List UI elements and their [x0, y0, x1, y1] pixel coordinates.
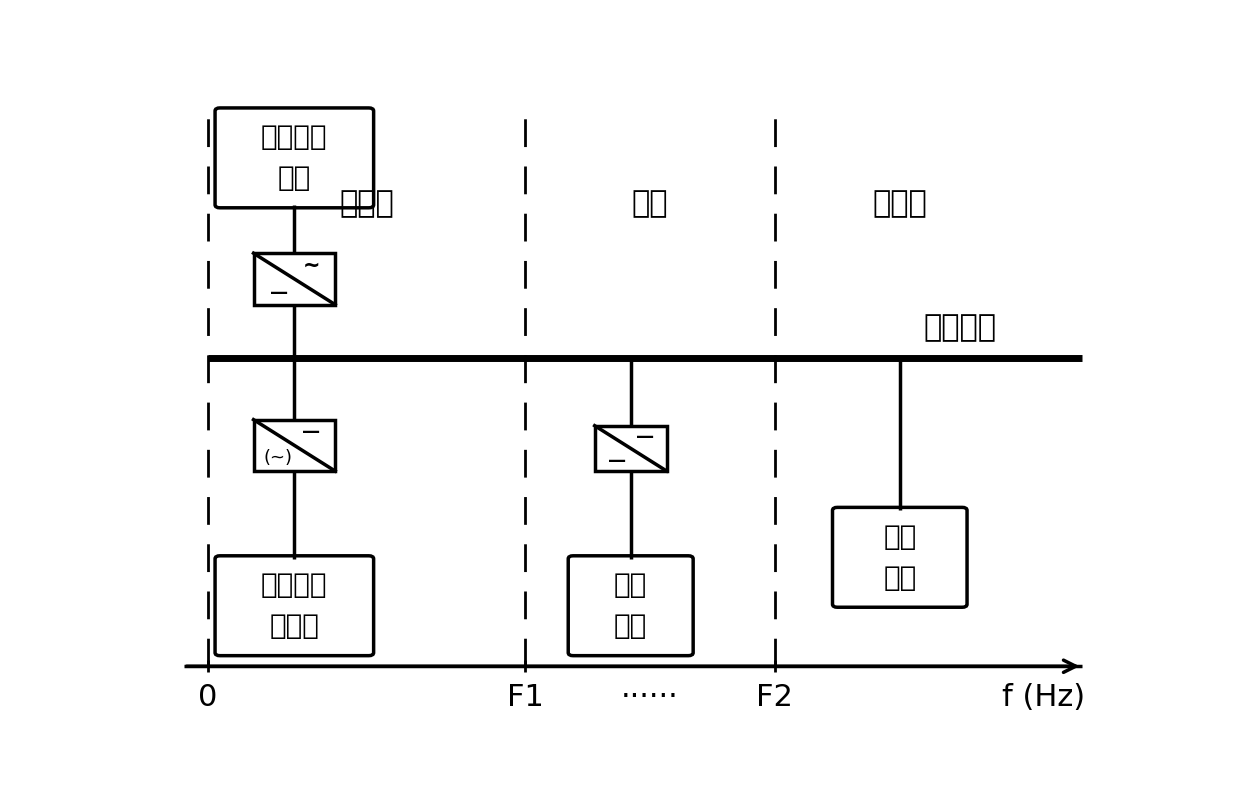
Text: ~: ~ [303, 256, 320, 276]
Text: —: — [270, 284, 288, 302]
Text: 超级
电容: 超级 电容 [883, 523, 916, 592]
Text: 中高频: 中高频 [873, 189, 928, 218]
Text: 柴油发电
机组: 柴油发电 机组 [262, 123, 327, 193]
Text: 低频: 低频 [631, 189, 668, 218]
Text: ······: ······ [621, 683, 678, 712]
Text: 0: 0 [198, 683, 217, 712]
Text: f (Hz): f (Hz) [1002, 683, 1085, 712]
Text: 蓄电
池组: 蓄电 池组 [614, 571, 647, 641]
Text: F2: F2 [756, 683, 794, 712]
Bar [595, 426, 667, 471]
Text: —: — [301, 423, 320, 441]
Bar [253, 420, 335, 471]
Text: 新能源发
电系统: 新能源发 电系统 [262, 571, 327, 641]
Text: F1: F1 [507, 683, 543, 712]
Text: —: — [636, 428, 655, 446]
Text: —: — [608, 452, 626, 470]
Bar [253, 253, 335, 305]
Text: 超低频: 超低频 [339, 189, 394, 218]
Text: (~): (~) [264, 449, 293, 467]
Text: 直流母线: 直流母线 [924, 313, 997, 342]
